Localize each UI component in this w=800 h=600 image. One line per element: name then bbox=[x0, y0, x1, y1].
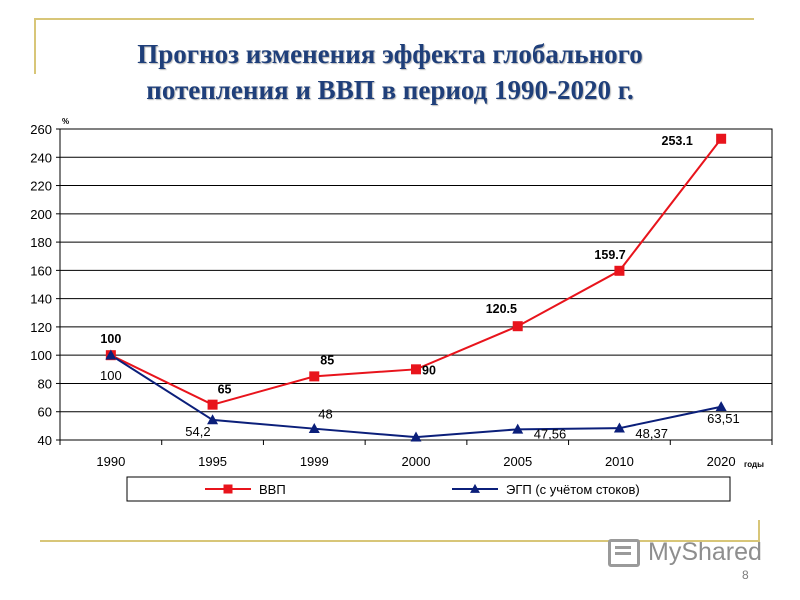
top-frame-line bbox=[34, 18, 754, 20]
legend-marker-2 bbox=[470, 483, 480, 493]
series-2-point bbox=[308, 422, 320, 433]
legend-label-1: ВВП bbox=[259, 482, 286, 497]
y-tick-label: 120 bbox=[30, 320, 52, 335]
x-tick-label: 2000 bbox=[402, 454, 431, 469]
slide-title: Прогноз изменения эффекта глобального по… bbox=[40, 36, 740, 108]
bottom-frame-line bbox=[40, 540, 760, 542]
ЭГП-data-label: 48 bbox=[318, 407, 332, 422]
plot-area bbox=[59, 128, 773, 441]
series-1-point bbox=[512, 321, 523, 332]
y-tick-label: 180 bbox=[30, 235, 52, 250]
y-tick-label: 40 bbox=[38, 433, 52, 448]
ВВП-data-label: 253.1 bbox=[662, 134, 693, 148]
series-1-point bbox=[716, 133, 727, 144]
series-2-point bbox=[715, 401, 727, 412]
y-unit-label: % bbox=[62, 117, 69, 126]
ВВП-data-label: 90 bbox=[422, 363, 436, 377]
right-frame-line bbox=[758, 520, 760, 542]
series-2-point bbox=[105, 349, 117, 360]
watermark-text: MyShared bbox=[648, 538, 762, 566]
series-1-point bbox=[207, 399, 218, 410]
x-tick-label: 2005 bbox=[503, 454, 532, 469]
ВВП-data-label: 159.7 bbox=[594, 248, 625, 262]
y-tick-label: 60 bbox=[38, 405, 52, 420]
ВВП-data-label: 65 bbox=[218, 383, 232, 397]
ВВП-data-label: 85 bbox=[320, 353, 334, 367]
left-frame-line bbox=[34, 18, 36, 74]
ВВП-data-label: 100 bbox=[100, 332, 121, 346]
ВВП-data-label: 120.5 bbox=[486, 302, 517, 316]
x-tick-label: 1999 bbox=[300, 454, 329, 469]
y-tick-label: 240 bbox=[30, 150, 52, 165]
ЭГП-data-label: 54,2 bbox=[185, 424, 210, 439]
slide-title-line-1: Прогноз изменения эффекта глобального bbox=[137, 39, 643, 69]
ЭГП-data-label: 63,51 bbox=[707, 411, 740, 426]
y-tick-label: 80 bbox=[38, 376, 52, 391]
y-tick-label: 220 bbox=[30, 179, 52, 194]
series-2-point bbox=[207, 414, 219, 425]
x-tick-label: 1990 bbox=[96, 454, 125, 469]
page-number: 8 bbox=[742, 568, 749, 582]
slide-title-line-2: потепления и ВВП в период 1990-2020 г. bbox=[146, 75, 634, 105]
series-2-point bbox=[613, 422, 625, 433]
y-tick-label: 160 bbox=[30, 263, 52, 278]
x-tick-label: 2010 bbox=[605, 454, 634, 469]
y-tick-label: 200 bbox=[30, 207, 52, 222]
legend-label-2: ЭГП (с учётом стоков) bbox=[506, 482, 640, 497]
ЭГП-data-label: 48,37 bbox=[635, 426, 668, 441]
y-tick-label: 260 bbox=[30, 122, 52, 137]
y-tick-label: 100 bbox=[30, 348, 52, 363]
series-1-point bbox=[411, 364, 421, 375]
series-2-point bbox=[410, 431, 422, 442]
series-2-point bbox=[512, 423, 524, 434]
x-tick-label: 2020 bbox=[707, 454, 736, 469]
series-1-point bbox=[614, 265, 625, 276]
ЭГП-data-label: 47,56 bbox=[534, 426, 567, 441]
presentation-logo-icon bbox=[608, 538, 640, 567]
y-tick-label: 140 bbox=[30, 292, 52, 307]
watermark: MyShared bbox=[608, 538, 762, 567]
x-tick-label: 1995 bbox=[198, 454, 227, 469]
series-1-point bbox=[309, 371, 320, 382]
ЭГП-data-label: 100 bbox=[100, 368, 122, 383]
x-unit-label: годы bbox=[744, 460, 764, 469]
legend-marker-1 bbox=[223, 484, 233, 494]
